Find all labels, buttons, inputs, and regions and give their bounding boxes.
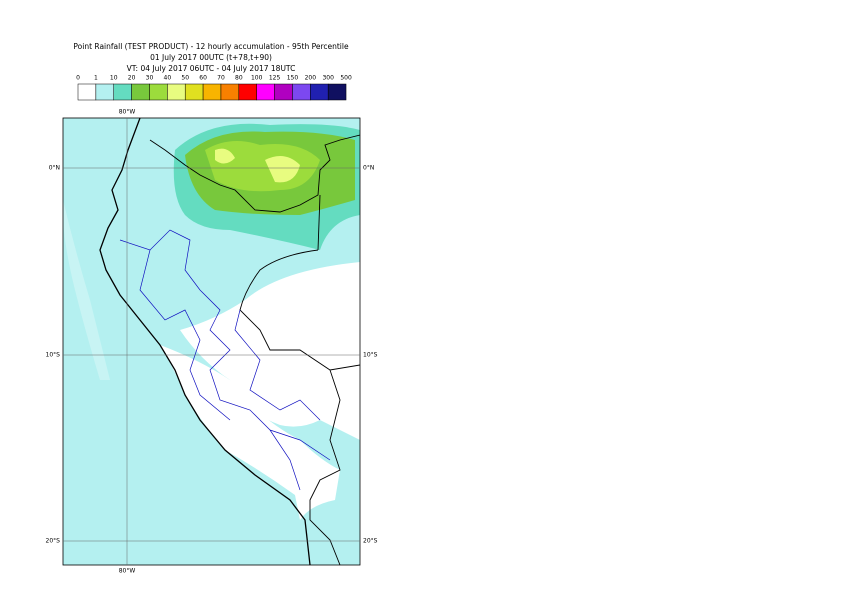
title-line: VT: 04 July 2017 06UTC - 04 July 2017 18…	[127, 64, 296, 73]
legend-box	[292, 83, 311, 101]
legend-label: 50	[181, 75, 189, 82]
graticule	[63, 118, 360, 565]
coastline	[99, 118, 311, 565]
lat-label: 10°S	[46, 352, 61, 359]
legend-label: 500	[340, 75, 352, 82]
legend-label: 300	[322, 75, 334, 82]
legend-box	[310, 83, 329, 101]
legend-box	[202, 83, 222, 101]
rain-band	[215, 148, 300, 183]
legend-label: 80	[235, 75, 243, 82]
legend-box	[113, 83, 132, 101]
legend-label: 60	[199, 75, 207, 82]
map-frame	[62, 117, 361, 566]
title-line: Point Rainfall (TEST PRODUCT) - 12 hourl…	[73, 42, 349, 51]
legend-box	[167, 83, 186, 101]
border	[149, 134, 360, 565]
legend-box	[327, 83, 347, 101]
lat-label: 10°S	[363, 352, 378, 359]
lat-label: 20°S	[363, 538, 378, 545]
legend-label: 100	[251, 75, 263, 82]
dry-area	[160, 345, 340, 520]
province-border	[119, 229, 331, 491]
lon-label: 80°W	[119, 109, 136, 116]
legend-label: 150	[287, 75, 299, 82]
legend-box	[95, 83, 114, 101]
legend-label: 1	[94, 75, 98, 82]
legend-label: 40	[164, 75, 172, 82]
legend-label: 30	[146, 75, 154, 82]
legend-box	[274, 83, 293, 101]
legend-box	[184, 83, 204, 101]
legend-label: 0	[76, 75, 80, 82]
legend-label: 20	[128, 75, 136, 82]
title-line: 01 July 2017 00UTC (t+78,t+90)	[150, 53, 272, 62]
legend-box	[149, 83, 168, 101]
legend-box	[77, 83, 97, 101]
lat-label: 0°N	[363, 165, 374, 172]
legend-box	[238, 83, 257, 101]
legend-label: 10	[110, 75, 118, 82]
map-area	[62, 117, 361, 566]
legend-label: 70	[217, 75, 225, 82]
lon-label: 80°W	[119, 568, 136, 575]
legend-box	[220, 83, 240, 101]
dry-area	[180, 262, 360, 440]
legend-label: 125	[269, 75, 281, 82]
lat-label: 20°S	[46, 538, 61, 545]
lat-label: 0°N	[49, 165, 60, 172]
legend-box	[131, 83, 150, 101]
legend-box	[256, 83, 275, 101]
legend-label: 200	[305, 75, 317, 82]
rain-streak	[63, 200, 110, 380]
